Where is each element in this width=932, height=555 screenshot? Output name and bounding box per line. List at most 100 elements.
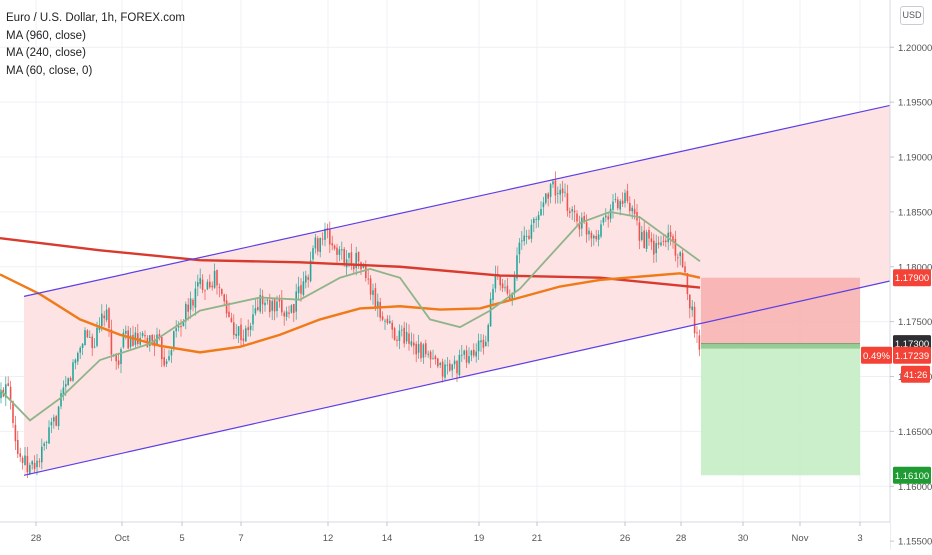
- candle-body: [165, 361, 168, 364]
- candle-body: [12, 401, 14, 424]
- candle-body: [379, 301, 381, 318]
- ma60-legend[interactable]: MA (60, close, 0): [6, 64, 93, 77]
- price-tick-label: 1.16500: [898, 427, 932, 438]
- candle-body: [288, 312, 290, 314]
- price-tick-label: 1.20000: [898, 43, 932, 54]
- candle-body: [665, 240, 667, 243]
- candle-body: [281, 299, 283, 313]
- candle-body: [470, 350, 473, 356]
- candle-body: [173, 331, 175, 349]
- candle-body: [276, 301, 278, 312]
- candle-body: [533, 218, 535, 224]
- entry-price-badge: 1.17300: [895, 339, 929, 350]
- candle-body: [185, 303, 187, 322]
- candle-body: [561, 188, 564, 194]
- candle-body: [216, 269, 218, 286]
- candle-body: [566, 193, 569, 211]
- candle-body: [540, 208, 542, 216]
- candle-body: [333, 245, 336, 249]
- candle-body: [549, 184, 552, 197]
- candle-body: [602, 217, 605, 223]
- candle-body: [403, 327, 405, 344]
- candle-body: [432, 358, 434, 360]
- ma240-line: [0, 272, 701, 354]
- candle-body: [43, 443, 45, 446]
- candle-body: [449, 363, 451, 371]
- time-tick-label: 3: [857, 533, 862, 544]
- candle-body: [557, 193, 559, 194]
- candle-body: [199, 278, 201, 285]
- candle-body: [170, 350, 173, 356]
- candle-body: [127, 330, 129, 349]
- price-tick-label: 1.18500: [898, 207, 932, 218]
- candle-body: [585, 222, 588, 235]
- candle-body: [57, 406, 60, 427]
- candle-body: [329, 228, 331, 245]
- candle-body: [451, 364, 453, 371]
- candle-body: [617, 199, 619, 209]
- candle-body: [420, 342, 422, 359]
- candle-body: [480, 340, 482, 343]
- candle-body: [415, 343, 417, 355]
- candle-body: [264, 302, 266, 306]
- candle-body: [62, 387, 65, 396]
- candle-body: [564, 191, 566, 193]
- symbol-title[interactable]: Euro / U.S. Dollar, 1h, FOREX.com: [6, 12, 185, 24]
- candle-body: [369, 278, 372, 295]
- candle-body: [192, 299, 194, 306]
- ma240-legend[interactable]: MA (240, close): [6, 47, 86, 59]
- channel-fill: [24, 105, 890, 476]
- time-tick-label: 5: [179, 533, 184, 544]
- candle-body: [31, 461, 33, 465]
- candle-body: [9, 386, 12, 400]
- currency-button[interactable]: USD: [900, 6, 924, 25]
- ma960-legend[interactable]: MA (960, close): [6, 29, 86, 42]
- candle-body: [381, 316, 384, 320]
- candle-body: [357, 252, 360, 262]
- candle-body: [405, 331, 408, 342]
- candle-body: [14, 424, 17, 442]
- price-tick-label: 1.16000: [898, 482, 932, 493]
- time-tick-label: 19: [474, 533, 485, 544]
- candle-body: [189, 298, 192, 310]
- candle-body: [499, 276, 501, 286]
- candle-body: [19, 453, 21, 457]
- candle-body: [501, 283, 504, 289]
- candle-body: [26, 455, 29, 473]
- candle-body: [249, 325, 252, 330]
- candle-body: [456, 360, 458, 374]
- candle-body: [38, 461, 41, 463]
- stop-price-badge: 1.16100: [895, 471, 929, 482]
- candle-body: [552, 181, 554, 185]
- candle-body: [626, 190, 629, 202]
- candle-body: [475, 351, 477, 357]
- candle-body: [293, 303, 295, 314]
- candle-body: [122, 332, 125, 348]
- candle-body: [588, 230, 590, 235]
- candle-body: [91, 336, 93, 349]
- candle-body: [525, 235, 528, 237]
- candle-body: [225, 300, 228, 314]
- candle-body: [614, 199, 617, 200]
- candle-body: [600, 224, 602, 237]
- time-tick-label: 30: [738, 533, 749, 544]
- time-tick-label: 14: [382, 533, 393, 544]
- candle-body: [69, 377, 72, 381]
- candle-body: [559, 189, 561, 195]
- candle-body: [336, 247, 338, 255]
- candle-body: [348, 252, 350, 258]
- candle-body: [204, 290, 206, 292]
- candle-body: [417, 344, 420, 353]
- candle-body: [45, 442, 48, 443]
- candle-body: [547, 193, 549, 199]
- candle-body: [41, 446, 43, 463]
- candle-body: [252, 314, 254, 325]
- candle-body: [74, 359, 77, 364]
- price-tick-label: 1.15500: [898, 537, 932, 548]
- candle-body: [187, 304, 189, 312]
- candle-body: [324, 228, 326, 240]
- candle-body: [317, 238, 319, 252]
- candle-body: [321, 238, 324, 240]
